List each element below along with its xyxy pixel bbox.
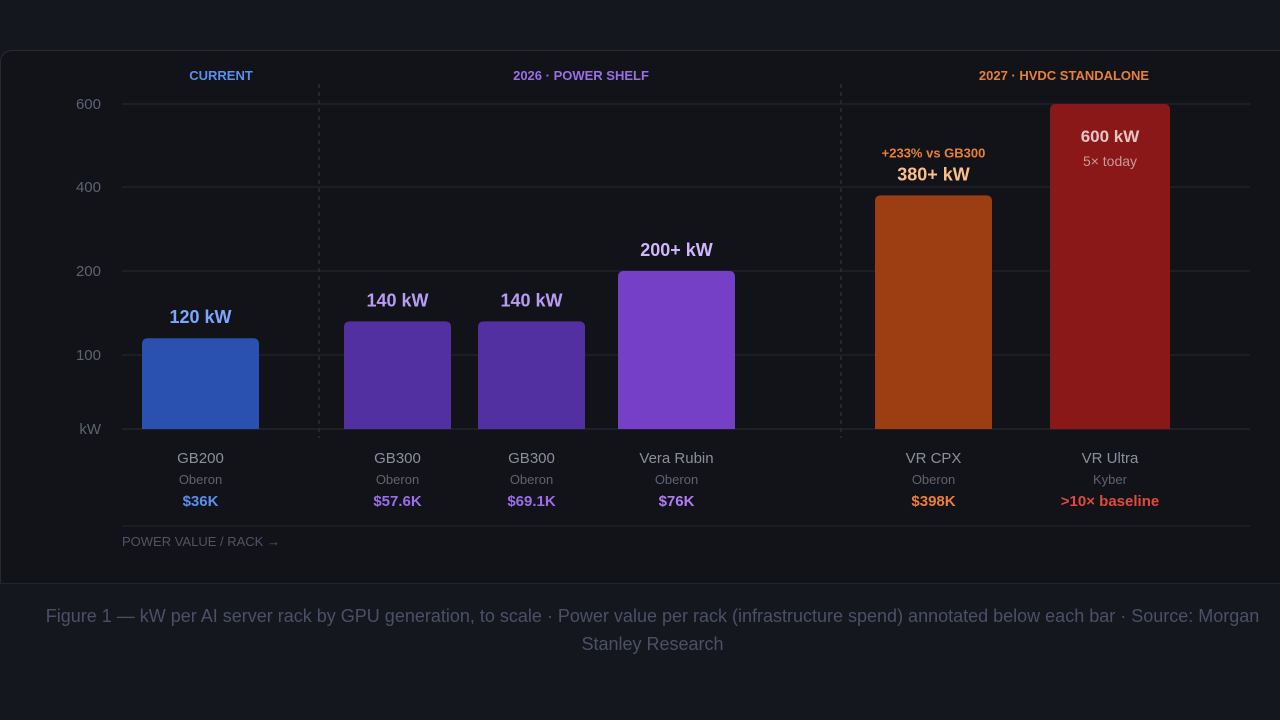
caption-band <box>0 583 1280 673</box>
category-label: GB200 <box>177 450 224 467</box>
category-label: Vera Rubin <box>639 450 713 467</box>
bar-value-label: 120 kW <box>169 307 231 327</box>
bar <box>478 321 585 429</box>
bar <box>875 195 992 429</box>
y-tick-label: 400 <box>76 179 101 196</box>
category-label: GB300 <box>508 450 555 467</box>
y-axis-unit-label: kW <box>79 421 102 438</box>
y-tick-label: 100 <box>76 347 101 364</box>
power-value-label: $69.1K <box>507 493 556 510</box>
platform-label: Oberon <box>655 472 698 487</box>
bar <box>618 271 735 429</box>
platform-label: Oberon <box>179 472 222 487</box>
power-value-label: $36K <box>183 493 219 510</box>
y-tick-label: 200 <box>76 263 101 280</box>
bar-sub-label: 5× today <box>1083 153 1137 169</box>
category-label: VR Ultra <box>1082 450 1139 467</box>
bar-value-label: 140 kW <box>366 290 428 310</box>
bar-value-label: 140 kW <box>500 290 562 310</box>
bar-value-label: 600 kW <box>1081 127 1141 146</box>
y-tick-label: 600 <box>76 96 101 113</box>
power-value-label: >10× baseline <box>1061 493 1159 510</box>
group-header: 2026 · POWER SHELF <box>513 68 649 83</box>
platform-label: Kyber <box>1093 472 1128 487</box>
group-header: 2027 · HVDC STANDALONE <box>979 68 1150 83</box>
bar <box>142 338 259 429</box>
figure-caption: Figure 1 — kW per AI server rack by GPU … <box>45 606 1260 654</box>
power-value-label: $398K <box>911 493 955 510</box>
group-header: CURRENT <box>189 68 253 83</box>
bar-value-label: 380+ kW <box>897 164 970 184</box>
power-value-label: $57.6K <box>373 493 422 510</box>
bar <box>1050 104 1170 429</box>
category-label: VR CPX <box>906 450 962 467</box>
platform-label: Oberon <box>912 472 955 487</box>
power-value-label: $76K <box>659 493 695 510</box>
platform-label: Oberon <box>510 472 553 487</box>
bar-annotation: +233% vs GB300 <box>882 145 986 160</box>
category-label: GB300 <box>374 450 421 467</box>
x-axis-note: POWER VALUE / RACK → <box>122 534 280 549</box>
bar <box>344 321 451 429</box>
bar-value-label: 200+ kW <box>640 240 713 260</box>
platform-label: Oberon <box>376 472 419 487</box>
